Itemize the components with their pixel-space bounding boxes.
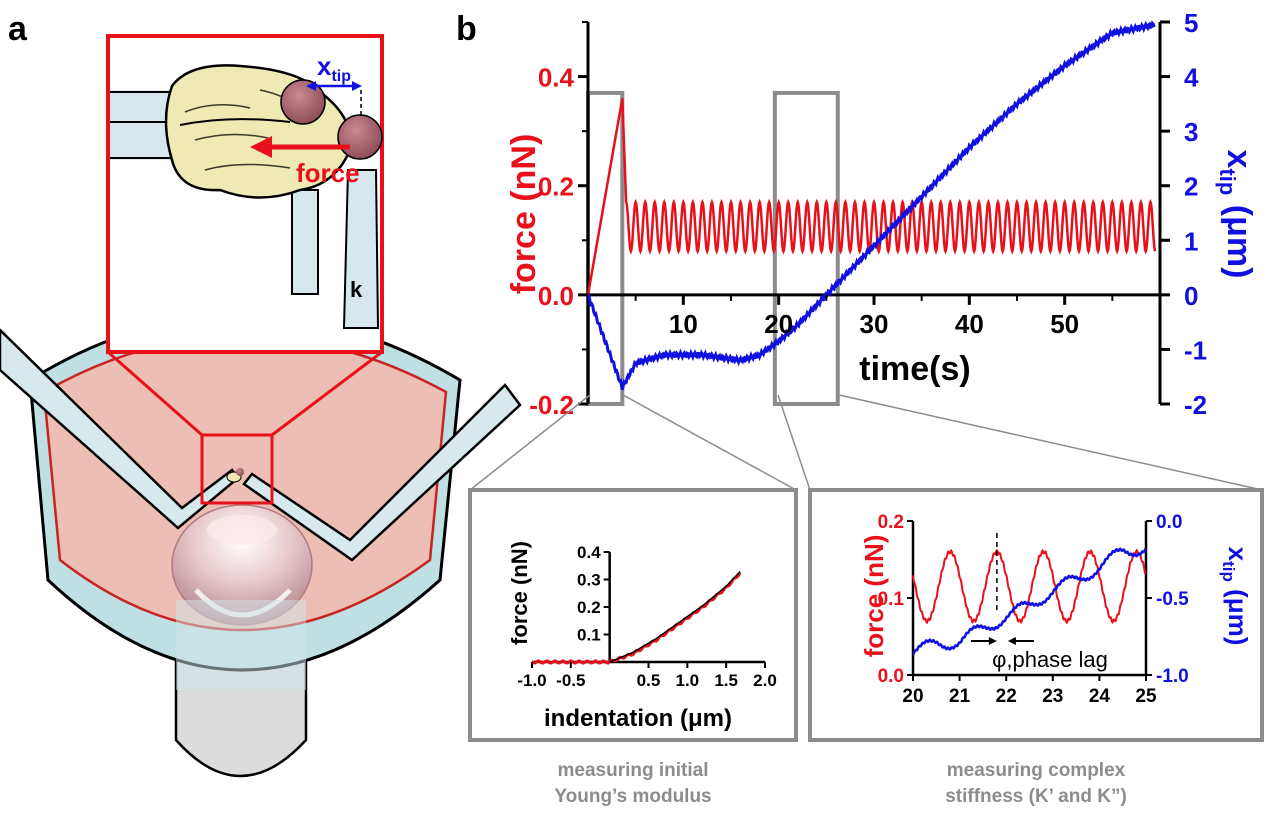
inset-k-label: k: [350, 277, 363, 302]
inset1-x-tick-label: 0.5: [637, 671, 661, 690]
caption-right-line1: measuring complex: [946, 760, 1126, 781]
inset1-xlabel: indentation (μm): [544, 705, 732, 732]
inset-force-label: force: [296, 158, 360, 188]
main-chart-xlabel: time(s): [859, 350, 970, 388]
inset2-x-tick-label: 22: [996, 686, 1017, 707]
caption-left: measuring initial Young’s modulus: [470, 758, 796, 810]
caption-left-line1: measuring initial: [557, 760, 709, 781]
inset1-x-tick-label: -1.0: [517, 671, 546, 690]
inset1-series-fit: [609, 571, 741, 663]
panel-label-a: a: [8, 10, 27, 48]
inset2-x-tick-label: 20: [902, 686, 923, 707]
caption-right: measuring complex stiffness (K’ and K”): [810, 758, 1262, 810]
main-right-tick-label: 0: [1184, 281, 1198, 311]
main-left-tick-label: -0.2: [529, 390, 574, 420]
caption-left-line2: Young’s modulus: [554, 786, 712, 807]
main-x-tick-label: 30: [860, 309, 889, 339]
main-series-xtip: [587, 20, 1156, 391]
main-chart-ylabel-right: xtip (μm): [1215, 150, 1258, 279]
inset2-chart: 0.00.10.2-1.0-0.50.020 21 22 23 24 25: [878, 512, 1190, 707]
inset1-y-tick-label: 0.1: [577, 626, 601, 645]
inset2-frame: [808, 488, 1264, 742]
inset2-x-tick-label: 23: [1042, 686, 1063, 707]
main-series-force: [586, 98, 1157, 296]
inset2-series-xtip: [912, 547, 1147, 656]
main-right-tick-label: 1: [1184, 226, 1198, 256]
inset1-y-tick-label: 0.4: [577, 543, 601, 562]
main-left-tick-label: 0.0: [538, 281, 574, 311]
main-x-tick-label: 50: [1050, 309, 1079, 339]
inset1-x-tick-label: 1.5: [714, 671, 738, 690]
inset2-left-tick-label: 0.1: [878, 589, 905, 610]
main-right-tick-label: 2: [1184, 172, 1198, 202]
inset2-left-tick-label: 0.0: [878, 666, 904, 687]
illustration-dish: [0, 313, 522, 778]
inset1-x-tick-label: 1.0: [676, 671, 700, 690]
inset1-chart: 0.1 0.2 0.3 0.4 -1.0 -0.5 0.5 1.0 1.5 2.0: [517, 543, 776, 690]
inset2-right-tick-label: 0.0: [1156, 512, 1182, 533]
inset2-ylabel-right: xtip (μm): [1219, 547, 1253, 646]
main-left-tick-label: 0.2: [538, 172, 574, 202]
inset1-y-tick-label: 0.2: [577, 598, 601, 617]
inset1-frame: [468, 488, 798, 742]
inset2-series-force: [912, 548, 1147, 625]
main-chart-ylabel-left: force (nN): [505, 134, 543, 295]
inset2-right-tick-label: -1.0: [1156, 666, 1189, 687]
main-right-tick-label: 5: [1184, 8, 1198, 38]
inset1-x-tick-label: 2.0: [753, 671, 777, 690]
caption-right-line2: stiffness (K’ and K”): [945, 786, 1127, 807]
main-x-tick-label: 20: [764, 309, 793, 339]
inset2-x-tick-label: 24: [1089, 686, 1111, 707]
main-x-tick-label: 10: [669, 309, 698, 339]
inset2-left-tick-label: 0.2: [878, 512, 904, 533]
main-chart: -0.2 0.0 0.2 0.4 -2 -1 0 1 2 3 4 5 10 20 30 40 50: [529, 8, 1207, 420]
main-x-tick-label: 40: [955, 309, 984, 339]
panel-label-b: b: [456, 10, 477, 48]
zoom-connectors: [469, 394, 1263, 491]
inset2-ylabel-left: force (nN): [859, 535, 889, 658]
main-right-tick-label: 3: [1184, 117, 1198, 147]
inset-xtip-label: xtip: [317, 51, 351, 85]
main-left-tick-label: 0.4: [538, 63, 575, 93]
inset2-x-tick-label: 21: [949, 686, 971, 707]
main-right-tick-label: -1: [1184, 335, 1207, 365]
inset1-y-tick-label: 0.3: [577, 571, 601, 590]
illustration-inset: [106, 34, 384, 354]
inset2-right-tick-label: -0.5: [1156, 589, 1189, 610]
inset2-annotation: φ,phase lag: [992, 647, 1108, 672]
inset1-ylabel: force (nN): [507, 541, 532, 645]
inset2-x-tick-label: 25: [1135, 686, 1157, 707]
highlight-box-1: [586, 90, 625, 406]
main-right-tick-label: -2: [1184, 390, 1207, 420]
main-right-tick-label: 4: [1184, 63, 1199, 93]
inset1-x-tick-label: -0.5: [556, 671, 585, 690]
